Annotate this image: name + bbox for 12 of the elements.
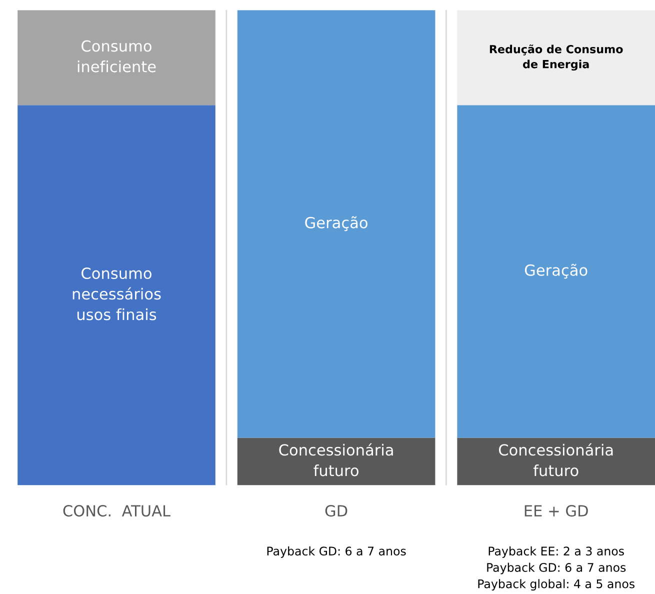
text: Payback EE: 2 a 3 anos Payback GD: 6 a 7 anos Payback global: 4 a 5 anos (478, 546, 634, 591)
x-tick-label: CONC. ATUAL (63, 505, 170, 517)
text: Concessionária futuro (498, 443, 613, 476)
x-tick-label: GD (325, 505, 348, 517)
series-label: Consumo ineficiente (78, 40, 156, 72)
series-label: Geração (305, 216, 368, 232)
x-tick-label: EE + GD (524, 505, 588, 517)
text: Geração (524, 264, 588, 279)
series-label: Consumo necessários usos finais (72, 268, 161, 320)
series-label: Redução de Consumo de Energia (490, 44, 623, 71)
series-label: Concessionária futuro (279, 443, 393, 476)
text: Payback GD: 6 a 7 anos (267, 546, 406, 558)
